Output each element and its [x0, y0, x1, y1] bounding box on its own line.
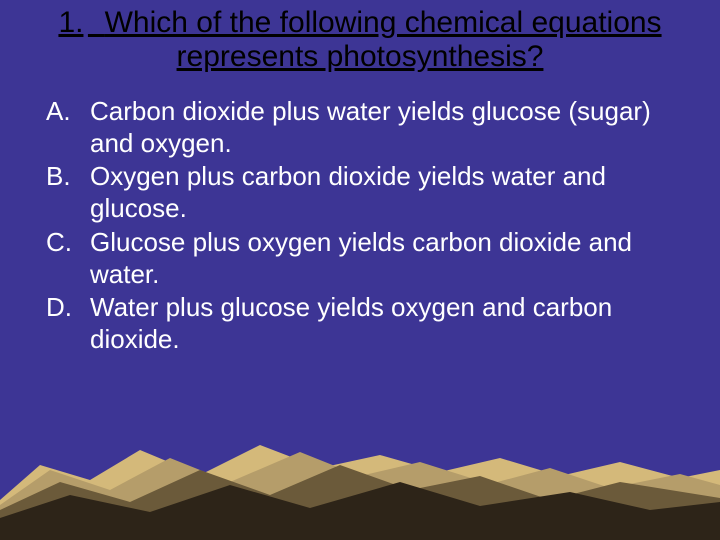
question-number: 1.: [58, 6, 83, 39]
answer-text: Water plus glucose yields oxygen and car…: [90, 292, 670, 355]
answer-c: C. Glucose plus oxygen yields carbon dio…: [46, 227, 670, 290]
answer-text: Oxygen plus carbon dioxide yields water …: [90, 161, 670, 224]
answer-d: D. Water plus glucose yields oxygen and …: [46, 292, 670, 355]
answer-b: B. Oxygen plus carbon dioxide yields wat…: [46, 161, 670, 224]
answer-label: D.: [46, 292, 90, 323]
question-text: Which of the following chemical equation…: [105, 6, 662, 73]
answer-text: Carbon dioxide plus water yields glucose…: [90, 96, 670, 159]
answer-label: C.: [46, 227, 90, 258]
question-block: 1. Which of the following chemical equat…: [0, 0, 720, 74]
answer-label: B.: [46, 161, 90, 192]
slide: 1. Which of the following chemical equat…: [0, 0, 720, 540]
answers-block: A. Carbon dioxide plus water yields gluc…: [0, 74, 720, 356]
question-text: [88, 6, 105, 39]
mountains-decoration: [0, 410, 720, 540]
answer-a: A. Carbon dioxide plus water yields gluc…: [46, 96, 670, 159]
answer-text: Glucose plus oxygen yields carbon dioxid…: [90, 227, 670, 290]
answer-label: A.: [46, 96, 90, 127]
